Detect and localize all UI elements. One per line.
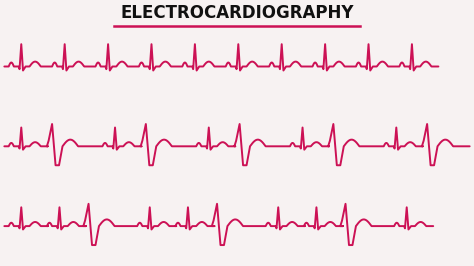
Text: Normal Sinus Rhythm: Normal Sinus Rhythm bbox=[184, 116, 290, 126]
Text: ELECTROCARDIOGRAPHY: ELECTROCARDIOGRAPHY bbox=[120, 4, 354, 22]
Text: Bigeminy - Premature Ventricular Contractions (PVC) / VES: Bigeminy - Premature Ventricular Contrac… bbox=[75, 196, 399, 206]
